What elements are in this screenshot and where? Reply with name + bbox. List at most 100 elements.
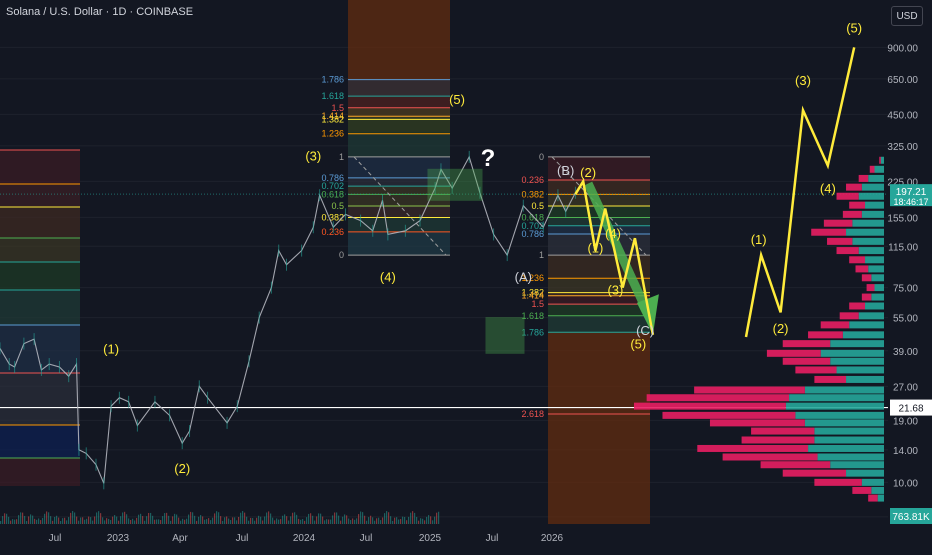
volume-bar <box>324 520 326 524</box>
volume-bar <box>382 517 384 524</box>
volume-bar <box>428 515 430 524</box>
volume-bar <box>436 512 438 524</box>
vp-buy-bar <box>852 219 884 227</box>
volume-bar <box>258 515 260 524</box>
current-price-label: 197.21 <box>896 187 927 198</box>
volume-bar <box>316 516 318 524</box>
volume-bar <box>122 512 124 524</box>
vp-buy-bar <box>852 237 884 245</box>
volume-bar <box>192 512 194 524</box>
volume-bar <box>376 518 378 524</box>
volume-bar <box>242 511 244 524</box>
volume-bar <box>186 518 188 524</box>
volume-bar <box>184 519 186 524</box>
vp-sell-bar <box>741 436 815 444</box>
volume-bar <box>54 516 56 524</box>
fib-upper-label: 0.236 <box>321 227 344 237</box>
vp-sell-bar <box>782 357 831 365</box>
fib-upper-label: 1 <box>339 152 344 162</box>
volume-bar <box>298 518 300 524</box>
volume-bar <box>6 513 8 524</box>
fib-band-left <box>0 458 80 486</box>
vp-buy-bar <box>849 321 884 329</box>
volume-bar <box>334 512 336 524</box>
volume-bar <box>394 517 396 524</box>
fib-upper-band <box>348 205 450 218</box>
vp-buy-bar <box>846 469 884 477</box>
fib-upper-label: 1.786 <box>321 75 344 85</box>
volume-bar <box>244 512 246 524</box>
question-mark: ? <box>481 145 496 172</box>
volume-bar <box>64 517 66 524</box>
volume-bar <box>70 512 72 524</box>
volume-bar <box>228 518 230 524</box>
time-tick-label: Jul <box>49 533 62 544</box>
fib-lower-label: 0 <box>539 152 544 162</box>
currency-button[interactable]: USD <box>891 6 923 26</box>
vp-buy-bar <box>868 265 884 273</box>
vp-sell-bar <box>842 210 862 218</box>
volume-bar <box>276 518 278 524</box>
volume-bar <box>424 520 426 524</box>
volume-bar <box>52 520 54 524</box>
volume-bar <box>366 520 368 524</box>
bearish-arrow <box>584 181 652 315</box>
vp-buy-bar <box>814 436 884 444</box>
volume-bar <box>148 512 150 524</box>
volume-bar <box>344 514 346 524</box>
vp-sell-bar <box>697 444 809 452</box>
wave-label: (2) <box>580 165 596 180</box>
vp-sell-bar <box>861 274 872 282</box>
vp-buy-bar <box>804 419 884 427</box>
volume-bar <box>430 516 432 524</box>
volume-bar <box>226 516 228 524</box>
volume-bar <box>342 516 344 524</box>
volume-bar <box>190 511 192 524</box>
fib-lower-band <box>548 234 650 256</box>
fib-upper-band <box>348 177 450 187</box>
wave-label: (A) <box>515 269 532 284</box>
wave-label: (3) <box>607 282 623 297</box>
fib-band-left <box>0 238 80 262</box>
volume-bar <box>92 520 94 524</box>
volume-bar <box>172 516 174 524</box>
vp-sell-bar <box>861 293 872 301</box>
vp-buy-bar <box>814 427 884 435</box>
price-tick-label: 450.00 <box>887 110 918 121</box>
vp-sell-bar <box>760 461 831 469</box>
volume-bar <box>200 515 202 524</box>
volume-bar <box>88 516 90 524</box>
volume-bar <box>418 520 420 524</box>
fib-upper-label: 0.786 <box>321 173 344 183</box>
volume-bar <box>432 520 434 524</box>
volume-bar <box>338 515 340 524</box>
volume-bar <box>42 518 44 524</box>
volume-bar <box>0 521 2 524</box>
volume-bar <box>438 511 440 524</box>
volume-bar <box>130 519 132 524</box>
fib-band-left <box>0 262 80 290</box>
volume-bar <box>422 518 424 524</box>
volume-bar <box>120 516 122 524</box>
volume-bar <box>104 520 106 524</box>
price-tick-label: 155.00 <box>887 213 918 224</box>
volume-bar <box>178 517 180 524</box>
price-tick-label: 14.00 <box>893 446 918 457</box>
volume-bar <box>406 520 408 524</box>
wave-label: (1) <box>751 232 767 247</box>
volume-bar <box>252 518 254 524</box>
vp-buy-bar <box>830 461 884 469</box>
poc-label: 21.68 <box>898 404 923 415</box>
volume-bar <box>416 516 418 524</box>
volume-bar <box>48 512 50 524</box>
volume-bar <box>162 516 164 524</box>
volume-bar <box>58 517 60 524</box>
volume-bar <box>28 516 30 524</box>
volume-bar <box>400 519 402 524</box>
fib-upper-band <box>348 194 450 206</box>
wave-label: (C) <box>636 323 654 338</box>
volume-bar <box>22 512 24 524</box>
price-tick-label: 225.00 <box>887 177 918 188</box>
